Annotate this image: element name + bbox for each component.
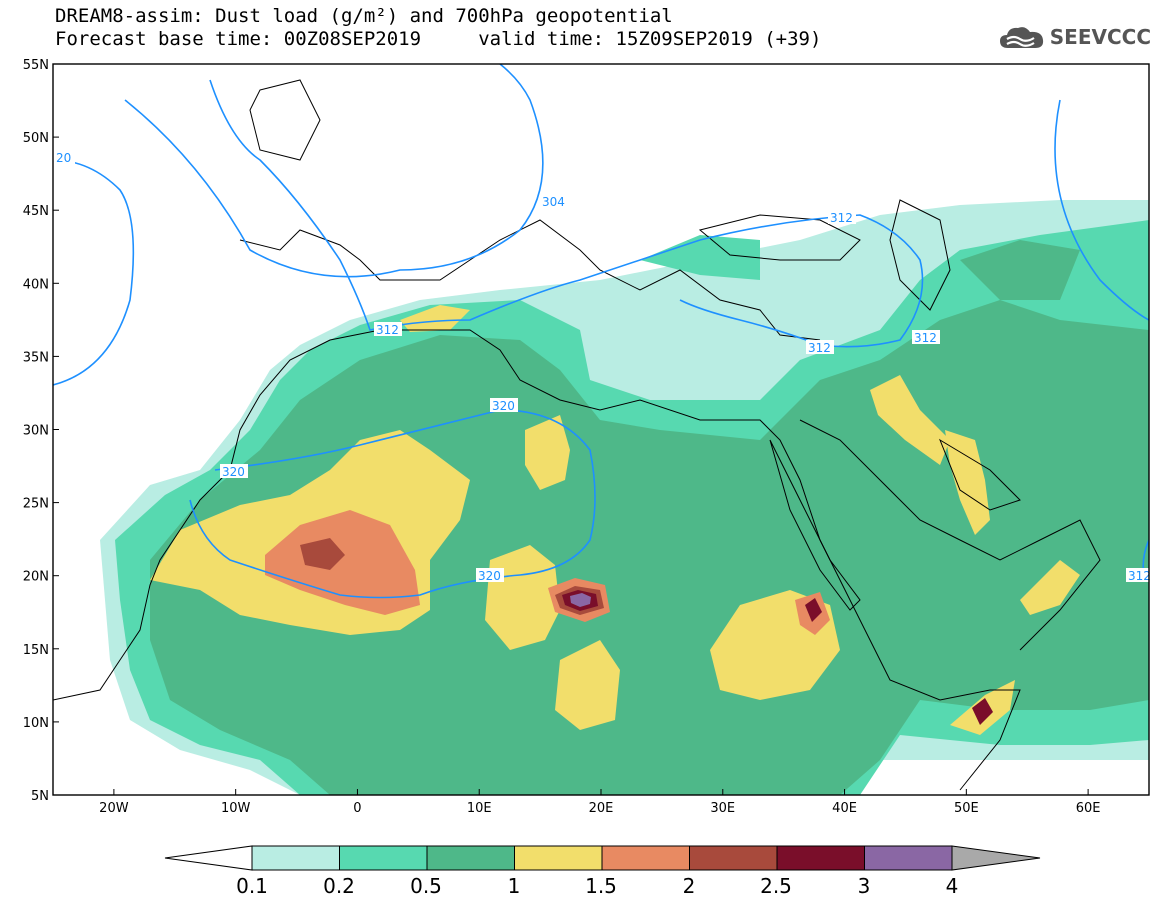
lat-tick-label: 15N — [23, 643, 49, 658]
colorbar-label: 0.2 — [323, 874, 355, 898]
colorbar — [164, 845, 1041, 871]
map-title: DREAM8-assim: Dust load (g/m²) and 700hP… — [55, 5, 673, 27]
cloud-icon — [999, 27, 1043, 48]
lat-tick-label: 30N — [23, 424, 49, 439]
lon-tick-label: 20E — [589, 801, 614, 816]
contour-312-east — [1054, 99, 1149, 321]
contour-312-main — [209, 79, 924, 348]
colorbar-swatch — [251, 845, 340, 871]
colorbar-label: 3 — [857, 874, 871, 898]
lon-tick-label: 10W — [221, 801, 251, 816]
lat-tick-label: 25N — [23, 497, 49, 512]
arabia-coast — [799, 419, 1101, 651]
seevccc-logo: SEEVCCC — [998, 24, 1151, 50]
dust-level-4-oman — [1020, 560, 1080, 615]
contour-320-outer — [53, 159, 135, 386]
contour-320-mid — [189, 409, 596, 599]
contour-label: 312 — [914, 331, 937, 345]
geopotential-contours — [53, 64, 1149, 599]
lon-tick-label: 0 — [353, 801, 361, 816]
lat-tick-label: 5N — [31, 789, 49, 804]
britain — [249, 79, 321, 161]
dust-level-4-algeria — [400, 305, 470, 332]
red-sea — [769, 439, 861, 611]
dust-level-5-west — [265, 510, 420, 615]
lon-tick-label: 40E — [832, 801, 857, 816]
map-subtitle: Forecast base time: 00Z08SEP2019 valid t… — [55, 28, 822, 50]
lat-tick-label: 35N — [23, 350, 49, 365]
colorbar-high-arrow — [951, 845, 1041, 871]
colorbar-swatch — [776, 845, 865, 871]
contour-label: 320 — [492, 399, 515, 413]
lon-tick-label: 20W — [99, 801, 129, 816]
colorbar-label: 0.5 — [410, 874, 442, 898]
contour-label: 312 — [1128, 569, 1151, 583]
lon-tick-label: 50E — [954, 801, 979, 816]
contour-label: 320 — [222, 465, 245, 479]
persian-gulf — [938, 438, 1021, 511]
dust-level-4-gulf — [945, 430, 990, 535]
latitude-axis: 55N 50N 45N 40N 35N 30N 25N 20N 15N 10N 5N — [23, 58, 59, 804]
coastlines — [53, 79, 1101, 791]
contour-label: 20 — [56, 151, 71, 165]
longitude-axis: 20W 10W 0 10E 20E 30E 40E 50E 60E — [99, 789, 1100, 816]
lat-tick-label: 20N — [23, 570, 49, 585]
colorbar-swatch — [514, 845, 603, 871]
lon-tick-label: 10E — [467, 801, 492, 816]
colorbar-swatch — [864, 845, 953, 871]
dust-level-2-mid — [640, 235, 760, 280]
caspian — [889, 199, 951, 311]
black-sea — [698, 214, 861, 261]
dust-level-8-chad — [570, 593, 591, 607]
dust-level-4-south — [555, 640, 620, 730]
logo-text: SEEVCCC — [1049, 25, 1151, 49]
lon-tick-label: 60E — [1076, 801, 1101, 816]
lat-tick-label: 45N — [23, 204, 49, 219]
lat-tick-label: 50N — [23, 131, 49, 146]
lat-tick-label: 10N — [23, 716, 49, 731]
lat-tick-label: 55N — [23, 58, 49, 73]
dust-level-7-eritrea — [805, 598, 822, 622]
africa-coast — [53, 329, 1021, 791]
colorbar-label: 1.5 — [585, 874, 617, 898]
contour-label: 304 — [542, 195, 565, 209]
dust-level-7-somalia — [972, 698, 993, 725]
contour-label: 312 — [376, 323, 399, 337]
colorbar-label: 2 — [682, 874, 696, 898]
lat-tick-label: 40N — [23, 277, 49, 292]
contour-label: 320 — [478, 569, 501, 583]
dust-level-3-patch — [960, 240, 1080, 300]
contour-label: 312 — [830, 211, 853, 225]
contour-304 — [124, 64, 544, 278]
colorbar-swatch — [426, 845, 515, 871]
colorbar-label: 4 — [945, 874, 959, 898]
colorbar-label: 1 — [507, 874, 521, 898]
dust-level-4-iraq — [870, 375, 950, 465]
dust-level-4-libya — [525, 415, 570, 490]
colorbar-swatch — [601, 845, 690, 871]
colorbar-label: 0.1 — [236, 874, 268, 898]
dust-level-6-west — [300, 538, 345, 570]
lon-tick-label: 30E — [710, 801, 735, 816]
colorbar-label: 2.5 — [760, 874, 792, 898]
contour-labels: 20 304 312 312 312 312 320 320 320 312 — [53, 150, 1151, 583]
colorbar-low-arrow — [164, 845, 253, 871]
dust-field — [100, 200, 1149, 795]
contour-label: 312 — [808, 341, 831, 355]
colorbar-swatch — [339, 845, 428, 871]
colorbar-swatch — [689, 845, 778, 871]
